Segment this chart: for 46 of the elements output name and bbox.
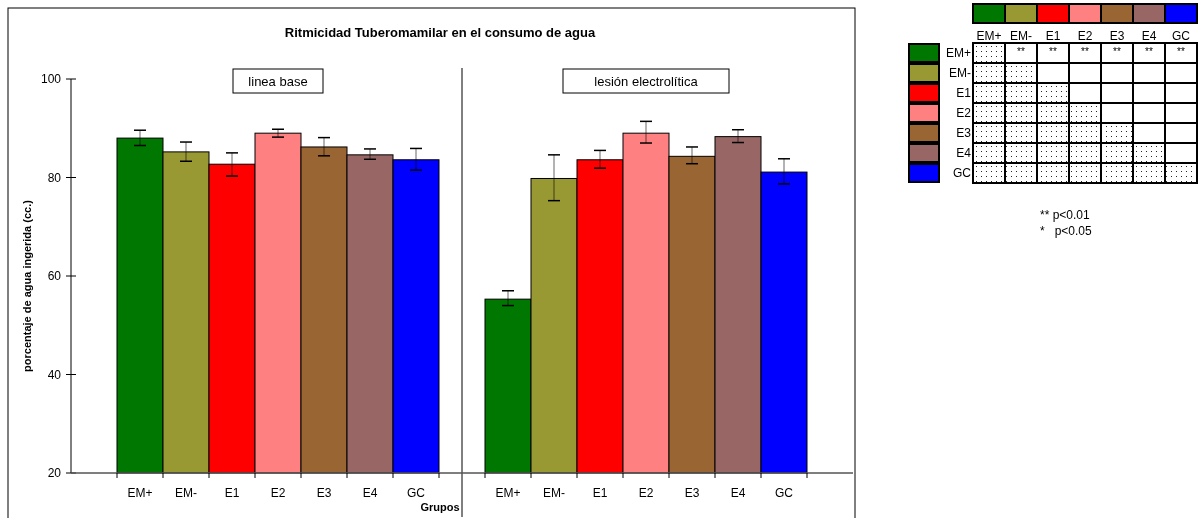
annotation: linea base <box>248 74 308 89</box>
category-label: EM- <box>949 66 971 81</box>
category-label: GC <box>953 166 971 181</box>
x-tick-label: GC <box>407 486 426 500</box>
x-tick-label: E4 <box>362 486 378 500</box>
text: ** <box>1177 46 1185 57</box>
text: ** p<0.01 <box>1040 208 1091 222</box>
category-label: E4 <box>956 146 971 161</box>
category-label: E3 <box>1109 29 1125 43</box>
x-tick-label: E2 <box>270 486 286 500</box>
category-label: EM+ <box>945 46 971 61</box>
x-tick-label: GC <box>775 486 794 500</box>
category-label: E1 <box>1045 29 1061 43</box>
x-tick-label: EM+ <box>127 486 153 500</box>
category-label: E1 <box>956 86 971 101</box>
x-tick-label: E3 <box>684 486 700 500</box>
text: ** <box>1113 46 1121 57</box>
x-tick-label: E1 <box>592 486 608 500</box>
text: * p<0.05 <box>1040 224 1093 238</box>
y-tick-label: 20 <box>47 466 62 481</box>
annotation: lesión electrolítica <box>594 74 699 89</box>
x-tick-label: E2 <box>638 486 654 500</box>
y-tick-label: 60 <box>47 269 62 284</box>
text: ** <box>1081 46 1089 57</box>
x-tick-label: EM- <box>543 486 565 500</box>
text: ** <box>1145 46 1153 57</box>
category-label: EM- <box>1010 29 1032 43</box>
category-label: E4 <box>1141 29 1157 43</box>
text: ** <box>1017 46 1025 57</box>
category-label: GC <box>1172 29 1191 43</box>
category-label: E3 <box>956 126 971 141</box>
y-tick-label: 100 <box>40 72 62 87</box>
x-axis-title: Grupos <box>420 501 460 513</box>
y-tick-label: 80 <box>47 170 62 185</box>
x-tick-label: E3 <box>316 486 332 500</box>
x-tick-label: E4 <box>730 486 746 500</box>
x-tick-label: EM+ <box>495 486 521 500</box>
category-label: E2 <box>956 106 971 121</box>
x-tick-label: E1 <box>224 486 240 500</box>
chart-title: Ritmicidad Tuberomamilar en el consumo de agua <box>284 25 596 40</box>
x-tick-label: EM- <box>175 486 197 500</box>
category-label: EM+ <box>976 29 1002 43</box>
text: ** <box>1049 46 1057 57</box>
category-label: E2 <box>1077 29 1093 43</box>
y-axis-title: porcentaje de agua ingerida (cc.) <box>21 199 33 372</box>
y-tick-label: 40 <box>47 367 62 382</box>
